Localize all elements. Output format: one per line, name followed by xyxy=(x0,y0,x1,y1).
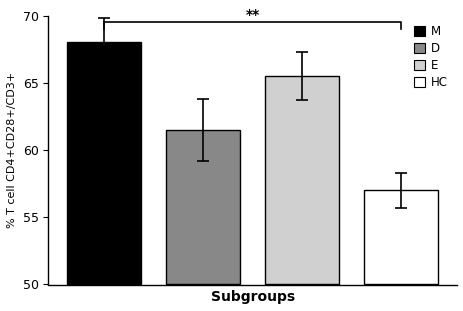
Text: **: ** xyxy=(245,7,259,21)
Bar xyxy=(166,130,240,285)
Y-axis label: % T cell CD4+CD28+/CD3+: % T cell CD4+CD28+/CD3+ xyxy=(7,72,17,228)
Bar xyxy=(363,190,438,285)
Bar xyxy=(264,76,338,285)
Bar xyxy=(67,42,141,285)
Legend: M, D, E, HC: M, D, E, HC xyxy=(410,21,450,93)
X-axis label: Subgroups: Subgroups xyxy=(210,290,294,304)
